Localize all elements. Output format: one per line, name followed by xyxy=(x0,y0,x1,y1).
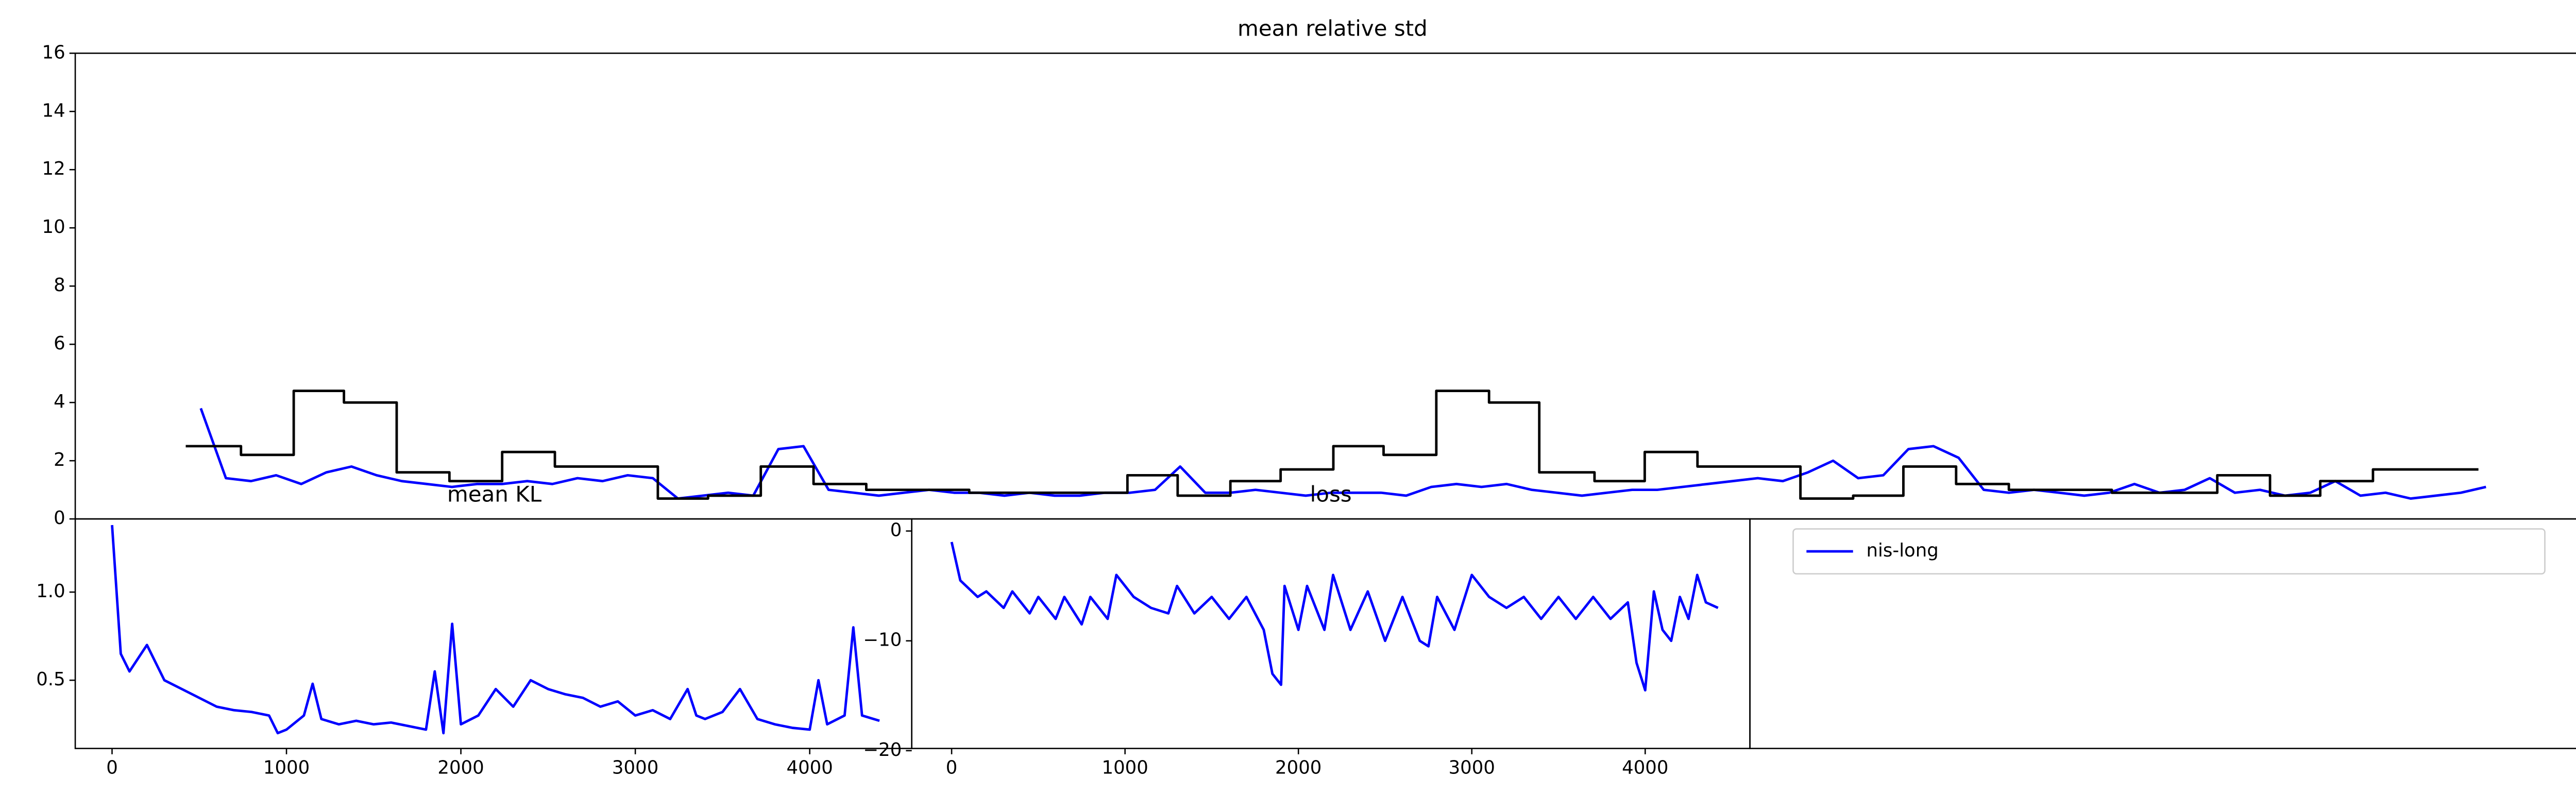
axes-frame xyxy=(75,53,2576,519)
chart-title: mean relative std xyxy=(1238,16,1428,41)
series-line xyxy=(950,542,1719,692)
axes-frame xyxy=(911,519,1750,749)
y-tick-label: 16 xyxy=(42,42,65,63)
y-tick-label: 4 xyxy=(54,391,65,412)
y-tick-label: 1.0 xyxy=(36,581,65,602)
y-tick-label: 6 xyxy=(54,333,65,354)
y-tick-label: 0 xyxy=(54,508,65,529)
x-tick-label: 2000 xyxy=(1275,757,1321,778)
x-tick-label: 4000 xyxy=(786,757,833,778)
y-tick-label: −10 xyxy=(863,630,902,651)
x-tick-label: 1000 xyxy=(1101,757,1148,778)
chart-title: mean KL xyxy=(447,481,542,507)
series-line xyxy=(111,525,880,735)
x-tick-label: 4000 xyxy=(1622,757,1668,778)
x-tick-label: 3000 xyxy=(1449,757,1495,778)
y-tick-label: 8 xyxy=(54,275,65,296)
axes-frame xyxy=(75,519,912,749)
legend-box xyxy=(1792,528,2546,575)
x-tick-label: 2000 xyxy=(437,757,484,778)
y-tick-label: 0 xyxy=(890,520,902,541)
y-tick-label: 2 xyxy=(54,449,65,470)
y-tick-label: 0.5 xyxy=(36,669,65,690)
y-tick-label: 14 xyxy=(42,100,65,121)
y-tick-label: 10 xyxy=(42,216,65,238)
y-tick-label: −20 xyxy=(863,739,902,761)
x-tick-label: 0 xyxy=(106,757,118,778)
legend-label: nis-long xyxy=(1867,540,1939,561)
series-line xyxy=(185,390,2479,500)
axes-border xyxy=(1749,518,2576,749)
x-tick-label: 3000 xyxy=(612,757,658,778)
x-tick-label: 0 xyxy=(946,757,958,778)
chart-title: loss xyxy=(1310,481,1352,507)
y-tick-label: 12 xyxy=(42,158,65,179)
series-line xyxy=(199,408,2486,500)
x-tick-label: 1000 xyxy=(263,757,310,778)
